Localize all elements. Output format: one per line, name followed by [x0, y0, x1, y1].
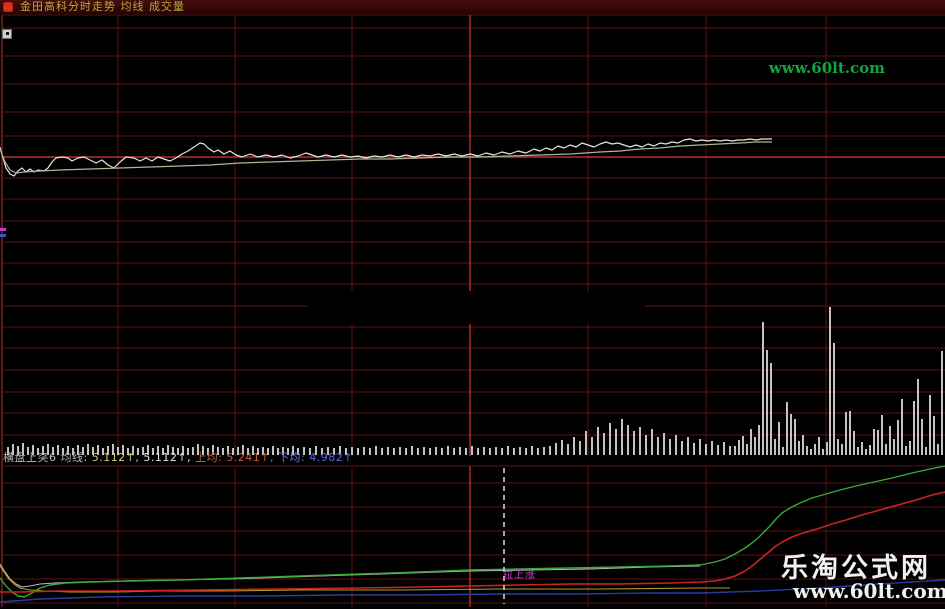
window-control-icon[interactable] — [2, 29, 12, 39]
status-segment: 5.112↑, — [143, 451, 196, 464]
status-segment: 横盘上突6 — [3, 451, 61, 464]
status-segment: 4.982↑ — [309, 451, 353, 464]
series-lower-red — [0, 491, 945, 593]
series-average — [0, 141, 772, 174]
signal-label: 拉上涨 — [503, 570, 536, 581]
status-segment: 5.241↑, — [226, 451, 279, 464]
censored-patch — [308, 291, 645, 324]
series-lower-green — [0, 465, 945, 598]
indicator-status-bar: 横盘上突6 均线: 5.112↑, 5.112↑, 上均: 5.241↑, 下均… — [3, 451, 353, 464]
series-price — [0, 138, 772, 177]
status-segment: 下均: — [278, 451, 310, 464]
series-lower-yellow — [0, 565, 730, 593]
top-url-watermark: www.60lt.com — [768, 59, 885, 77]
app-icon — [3, 2, 13, 12]
site-url-watermark: www.60lt.com — [793, 579, 945, 603]
status-segment: 均线: — [60, 451, 92, 464]
status-segment: 5.112↑, — [91, 451, 144, 464]
site-name-watermark: 乐淘公式网 — [781, 553, 931, 584]
series-lower-blue — [0, 579, 945, 603]
title-bar: 金田高科分时走势 均线 成交量 — [0, 0, 945, 14]
status-segment: 上均: — [195, 451, 227, 464]
volume-bars — [7, 307, 943, 455]
window-title: 金田高科分时走势 均线 成交量 — [20, 0, 185, 13]
edge-marks — [0, 228, 6, 237]
